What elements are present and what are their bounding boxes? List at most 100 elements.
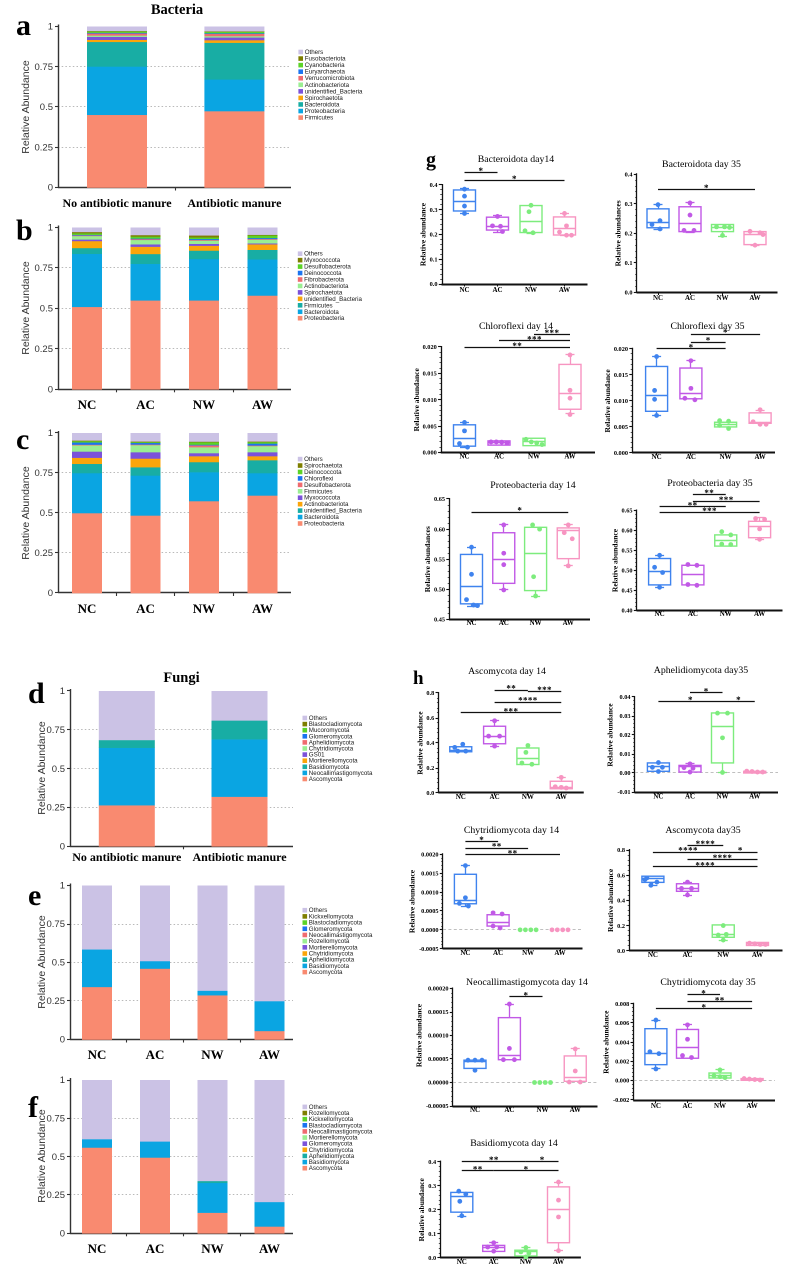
- svg-text:Firmicutes: Firmicutes: [304, 302, 333, 309]
- svg-text:Mortierellomycota: Mortierellomycota: [309, 944, 358, 951]
- svg-text:0.00020: 0.00020: [428, 986, 448, 993]
- svg-text:0.50: 0.50: [621, 568, 632, 575]
- svg-text:Relative abundance: Relative abundance: [415, 711, 424, 775]
- svg-text:Chloroflexi: Chloroflexi: [304, 475, 333, 482]
- svg-text:AC: AC: [494, 453, 504, 461]
- svg-text:0.004: 0.004: [615, 1039, 630, 1046]
- svg-text:Relative Abundance: Relative Abundance: [36, 1109, 48, 1203]
- svg-text:Spirochaetota: Spirochaetota: [305, 95, 344, 102]
- svg-text:-0.01: -0.01: [617, 789, 630, 796]
- svg-text:AC: AC: [499, 619, 509, 627]
- svg-text:0.75: 0.75: [47, 919, 66, 930]
- svg-text:0.3: 0.3: [625, 201, 633, 208]
- svg-text:0.25: 0.25: [47, 1190, 66, 1201]
- svg-text:0.6: 0.6: [426, 715, 434, 722]
- svg-text:Neocallimastigomycota: Neocallimastigomycota: [309, 1128, 373, 1135]
- svg-text:Bacteroidota: Bacteroidota: [305, 101, 340, 108]
- svg-text:0.75: 0.75: [47, 1114, 66, 1125]
- svg-text:AW: AW: [554, 949, 565, 957]
- svg-text:Relative Abundance: Relative Abundance: [20, 60, 32, 154]
- svg-text:*: *: [706, 336, 711, 346]
- svg-text:0.015: 0.015: [423, 371, 437, 378]
- svg-text:***: ***: [527, 335, 542, 345]
- svg-text:Kickxellomycota: Kickxellomycota: [309, 913, 354, 920]
- svg-text:Euryarchaeota: Euryarchaeota: [305, 69, 346, 76]
- svg-text:0: 0: [48, 588, 53, 599]
- svg-text:0.8: 0.8: [426, 690, 434, 697]
- svg-text:Proteobacteria: Proteobacteria: [305, 108, 346, 115]
- svg-text:0.3: 0.3: [428, 1183, 436, 1190]
- svg-text:Relative abundance: Relative abundance: [412, 368, 421, 432]
- svg-text:Aphelidiomycota: Aphelidiomycota: [309, 739, 355, 746]
- svg-text:NC: NC: [460, 949, 470, 957]
- svg-text:AC: AC: [686, 453, 696, 461]
- svg-text:0.2: 0.2: [617, 923, 625, 930]
- svg-text:AC: AC: [682, 951, 692, 959]
- svg-text:GS01: GS01: [309, 752, 325, 759]
- svg-text:NC: NC: [655, 610, 665, 618]
- svg-text:AW: AW: [754, 453, 765, 461]
- svg-text:1: 1: [48, 428, 53, 439]
- svg-text:****: ****: [678, 846, 698, 856]
- svg-text:Rozellomycota: Rozellomycota: [309, 1110, 350, 1117]
- svg-text:NC: NC: [78, 397, 97, 412]
- svg-text:c: c: [16, 423, 29, 456]
- svg-text:Cyanobacteria: Cyanobacteria: [305, 62, 345, 69]
- svg-text:***: ***: [537, 685, 552, 695]
- svg-text:NW: NW: [536, 1106, 548, 1114]
- svg-text:AC: AC: [685, 793, 695, 801]
- svg-text:Chytridiomycota: Chytridiomycota: [309, 746, 354, 753]
- svg-text:0.000: 0.000: [615, 1078, 629, 1085]
- svg-text:Aphelidiomycota day35: Aphelidiomycota day35: [654, 665, 749, 676]
- svg-text:0.25: 0.25: [35, 344, 54, 355]
- svg-text:Desulfobacterota: Desulfobacterota: [304, 264, 351, 271]
- svg-text:**: **: [489, 1155, 499, 1165]
- svg-text:NW: NW: [720, 610, 732, 618]
- svg-text:NC: NC: [653, 294, 663, 302]
- svg-text:AC: AC: [490, 793, 500, 801]
- svg-text:-0.002: -0.002: [613, 1097, 629, 1104]
- svg-text:1: 1: [48, 22, 53, 33]
- svg-text:NC: NC: [88, 1047, 107, 1062]
- svg-text:Ascomycota: Ascomycota: [309, 969, 343, 976]
- svg-text:0.00000: 0.00000: [428, 1080, 448, 1087]
- svg-text:0.0005: 0.0005: [421, 908, 438, 915]
- svg-text:0.03: 0.03: [619, 713, 630, 720]
- svg-text:NW: NW: [528, 453, 540, 461]
- svg-text:0.65: 0.65: [434, 496, 445, 503]
- svg-text:0.4: 0.4: [428, 1159, 437, 1166]
- svg-text:NC: NC: [457, 1258, 467, 1266]
- svg-text:***: ***: [545, 328, 560, 338]
- svg-text:-0.0005: -0.0005: [419, 946, 438, 953]
- svg-text:Ascomycota: Ascomycota: [309, 776, 343, 783]
- svg-text:NC: NC: [88, 1241, 107, 1256]
- svg-text:0.75: 0.75: [35, 263, 54, 274]
- svg-text:Others: Others: [305, 49, 324, 56]
- svg-text:0.00: 0.00: [619, 770, 630, 777]
- svg-text:0.0: 0.0: [426, 790, 434, 797]
- svg-text:0.1: 0.1: [428, 1231, 436, 1238]
- svg-text:Neocallimastigomycota: Neocallimastigomycota: [309, 770, 373, 777]
- svg-text:Relative abundance: Relative abundance: [603, 369, 612, 433]
- svg-text:*: *: [701, 988, 706, 998]
- svg-text:**: **: [508, 849, 518, 859]
- svg-text:0.005: 0.005: [614, 424, 628, 431]
- svg-text:Relative abundance: Relative abundance: [611, 528, 620, 592]
- svg-text:0.1: 0.1: [625, 260, 633, 267]
- svg-text:NW: NW: [193, 397, 215, 412]
- svg-text:*: *: [540, 1155, 545, 1165]
- svg-text:0: 0: [60, 1035, 65, 1046]
- svg-text:Aphelidiomycota: Aphelidiomycota: [309, 1153, 355, 1160]
- svg-text:Relative abundance: Relative abundance: [606, 703, 615, 767]
- svg-text:AW: AW: [252, 397, 273, 412]
- svg-text:0.2: 0.2: [428, 1207, 436, 1214]
- svg-text:*: *: [524, 1164, 529, 1174]
- svg-text:NW: NW: [522, 949, 534, 957]
- svg-text:0: 0: [48, 385, 53, 396]
- svg-text:0.015: 0.015: [614, 372, 628, 379]
- svg-text:NW: NW: [522, 793, 534, 801]
- svg-text:AW: AW: [564, 453, 575, 461]
- svg-text:NW: NW: [193, 601, 215, 616]
- svg-text:Relative abundance: Relative abundance: [419, 202, 428, 266]
- svg-text:unidentified_Bacteria: unidentified_Bacteria: [304, 296, 362, 303]
